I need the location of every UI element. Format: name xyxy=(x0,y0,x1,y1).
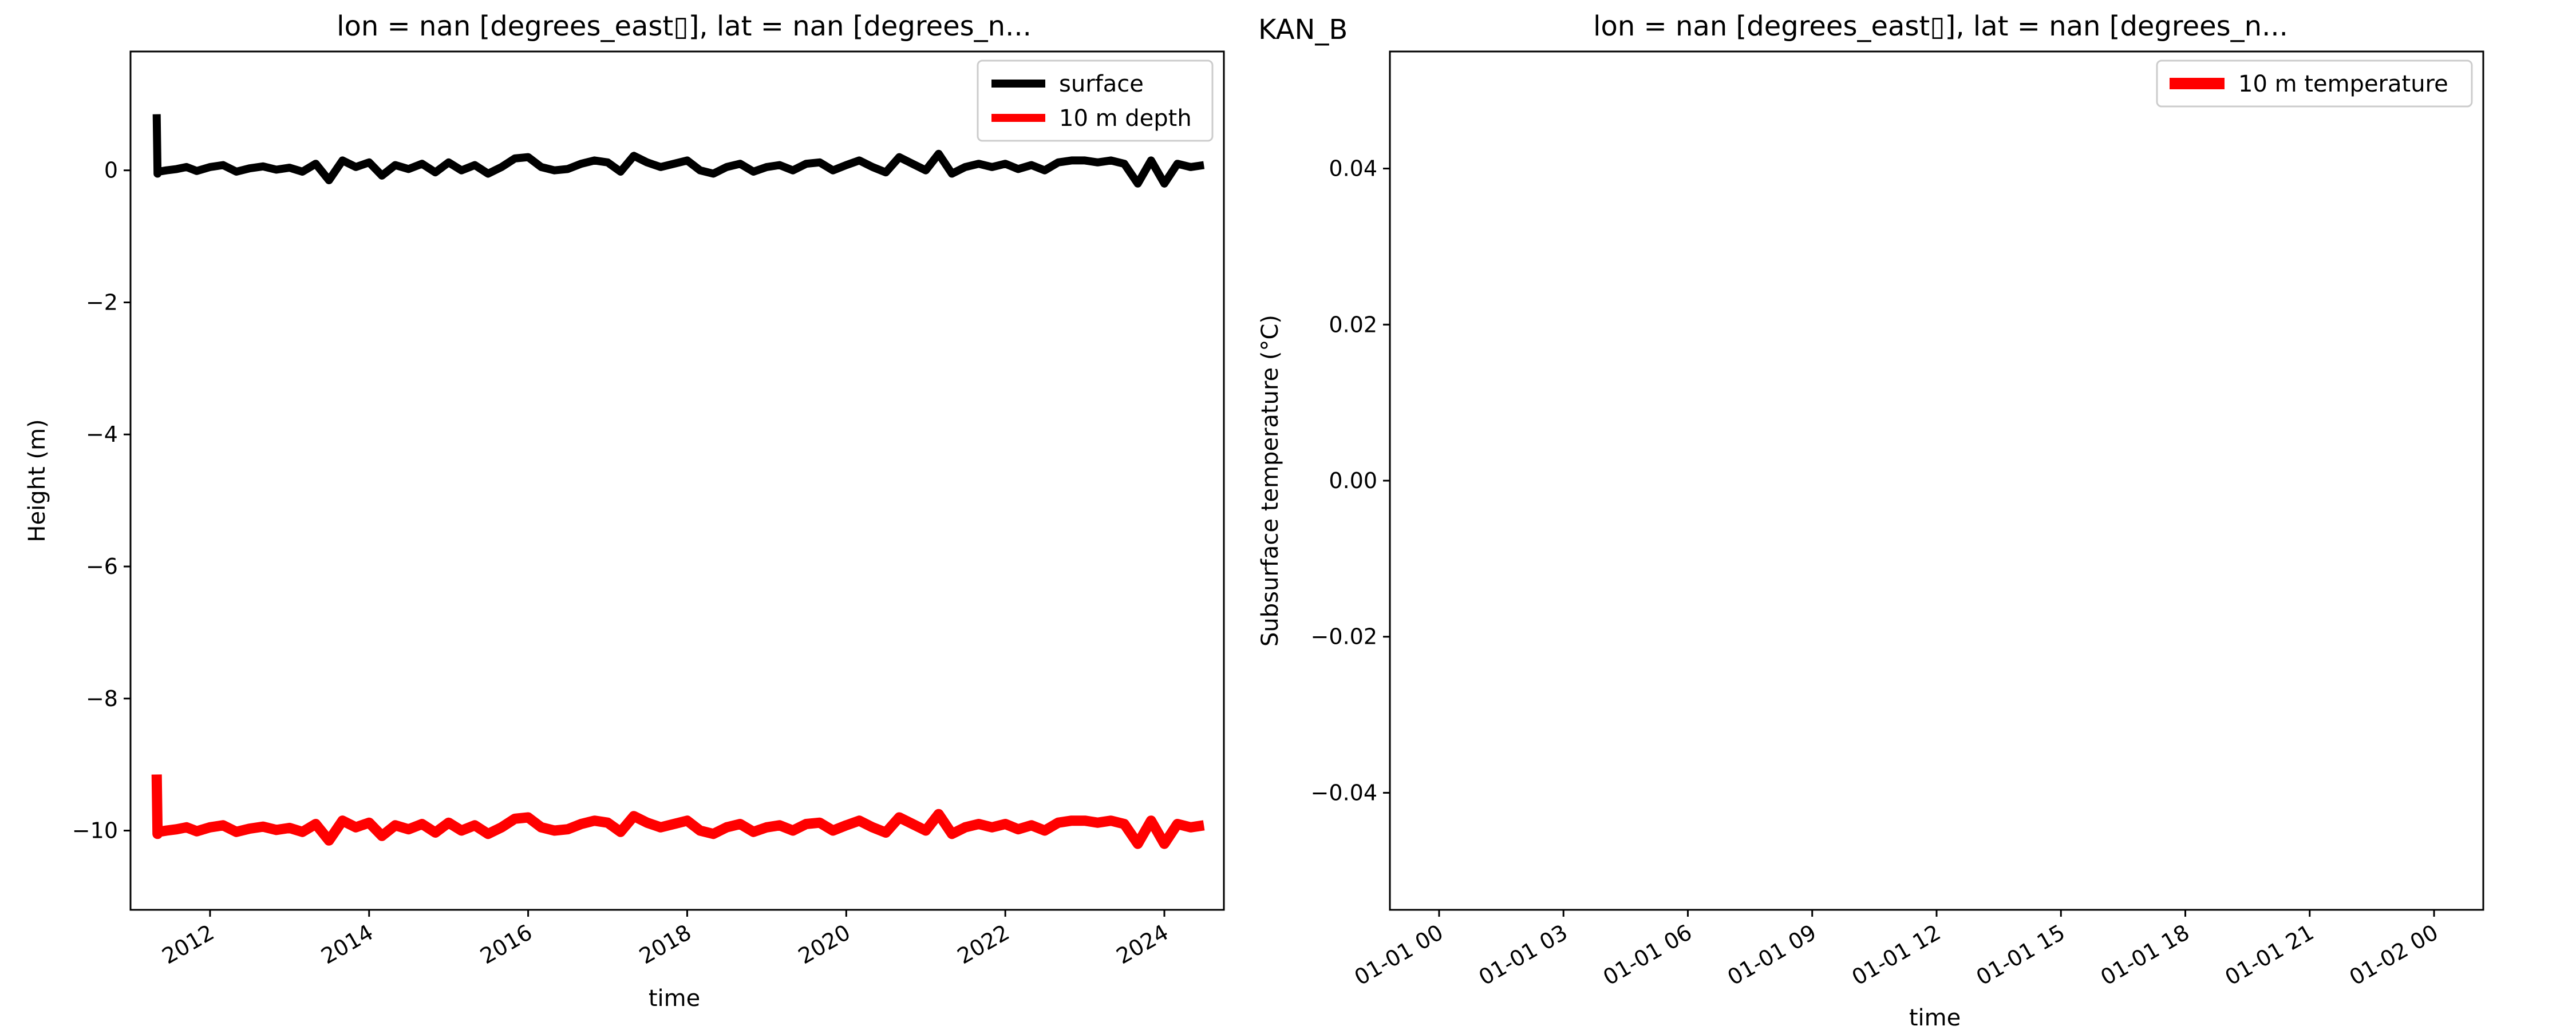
figure-label: KAN_B xyxy=(1258,14,1348,46)
y-tick-label: −8 xyxy=(86,686,118,711)
x-tick-label: 2016 xyxy=(476,920,536,969)
y-tick-label: −10 xyxy=(72,818,118,843)
x-tick-label: 2012 xyxy=(158,920,219,969)
legend-label-10m-depth: 10 m depth xyxy=(1059,105,1192,132)
y-tick-label: −6 xyxy=(86,554,118,579)
chart-left-ylabel: Height (m) xyxy=(24,419,50,542)
y-tick-label: −0.02 xyxy=(1311,624,1377,649)
chart-right-ylabel: Subsurface temperature (°C) xyxy=(1257,315,1283,647)
series-line-surface xyxy=(152,114,1205,188)
chart-left-legend: surface 10 m depth xyxy=(977,60,1214,142)
chart-temperature: lon = nan [degrees_east▯], lat = nan [de… xyxy=(1257,10,2484,1030)
series-line-10-m-depth xyxy=(151,774,1205,849)
x-tick-label: 01-01 03 xyxy=(1475,920,1572,991)
y-tick-label: 0.00 xyxy=(1329,468,1377,493)
x-tick-label: 2024 xyxy=(1112,920,1173,969)
x-tick-label: 01-01 09 xyxy=(1723,920,1820,991)
x-tick-label: 2018 xyxy=(635,920,696,969)
x-tick-label: 01-01 18 xyxy=(2096,920,2194,991)
x-tick-label: 01-01 21 xyxy=(2221,920,2318,991)
legend-label-surface: surface xyxy=(1059,71,1144,97)
y-tick-label: 0.02 xyxy=(1329,312,1377,337)
x-tick-label: 01-01 12 xyxy=(1848,920,1945,991)
chart-left-xlabel: time xyxy=(649,985,700,1012)
x-tick-label: 01-01 15 xyxy=(1972,920,2069,991)
chart-height: lon = nan [degrees_east▯], lat = nan [de… xyxy=(24,10,1225,1012)
legend-label-10m-temperature: 10 m temperature xyxy=(2238,71,2448,97)
y-tick-label: −0.04 xyxy=(1311,780,1377,805)
chart-left-frame xyxy=(129,50,1225,911)
x-tick-label: 01-02 00 xyxy=(2345,920,2443,991)
x-tick-label: 2022 xyxy=(953,920,1014,969)
y-tick-label: 0 xyxy=(104,158,118,183)
y-tick-label: −4 xyxy=(86,422,118,447)
chart-right-frame xyxy=(1389,50,2484,911)
x-tick-label: 2014 xyxy=(317,920,378,969)
y-tick-label: 0.04 xyxy=(1329,156,1377,181)
chart-right-title: lon = nan [degrees_east▯], lat = nan [de… xyxy=(1593,10,2288,42)
x-tick-label: 01-01 06 xyxy=(1599,920,1696,991)
y-tick-label: −2 xyxy=(86,290,118,315)
x-tick-label: 2020 xyxy=(794,920,855,969)
chart-right-xlabel: time xyxy=(1909,1005,1961,1030)
chart-right-legend: 10 m temperature xyxy=(2156,60,2473,108)
x-tick-label: 01-01 00 xyxy=(1350,920,1447,991)
chart-left-title: lon = nan [degrees_east▯], lat = nan [de… xyxy=(337,10,1032,42)
legend-box xyxy=(2156,60,2473,108)
